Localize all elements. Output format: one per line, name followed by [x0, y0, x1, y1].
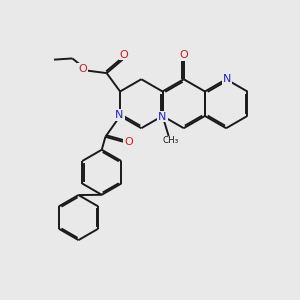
Text: N: N	[115, 110, 124, 120]
Text: N: N	[158, 112, 167, 122]
Text: O: O	[78, 64, 87, 74]
Text: O: O	[179, 50, 188, 60]
Text: O: O	[124, 137, 133, 147]
Text: O: O	[120, 50, 128, 60]
Text: N: N	[223, 74, 231, 84]
Text: CH₃: CH₃	[163, 136, 179, 145]
